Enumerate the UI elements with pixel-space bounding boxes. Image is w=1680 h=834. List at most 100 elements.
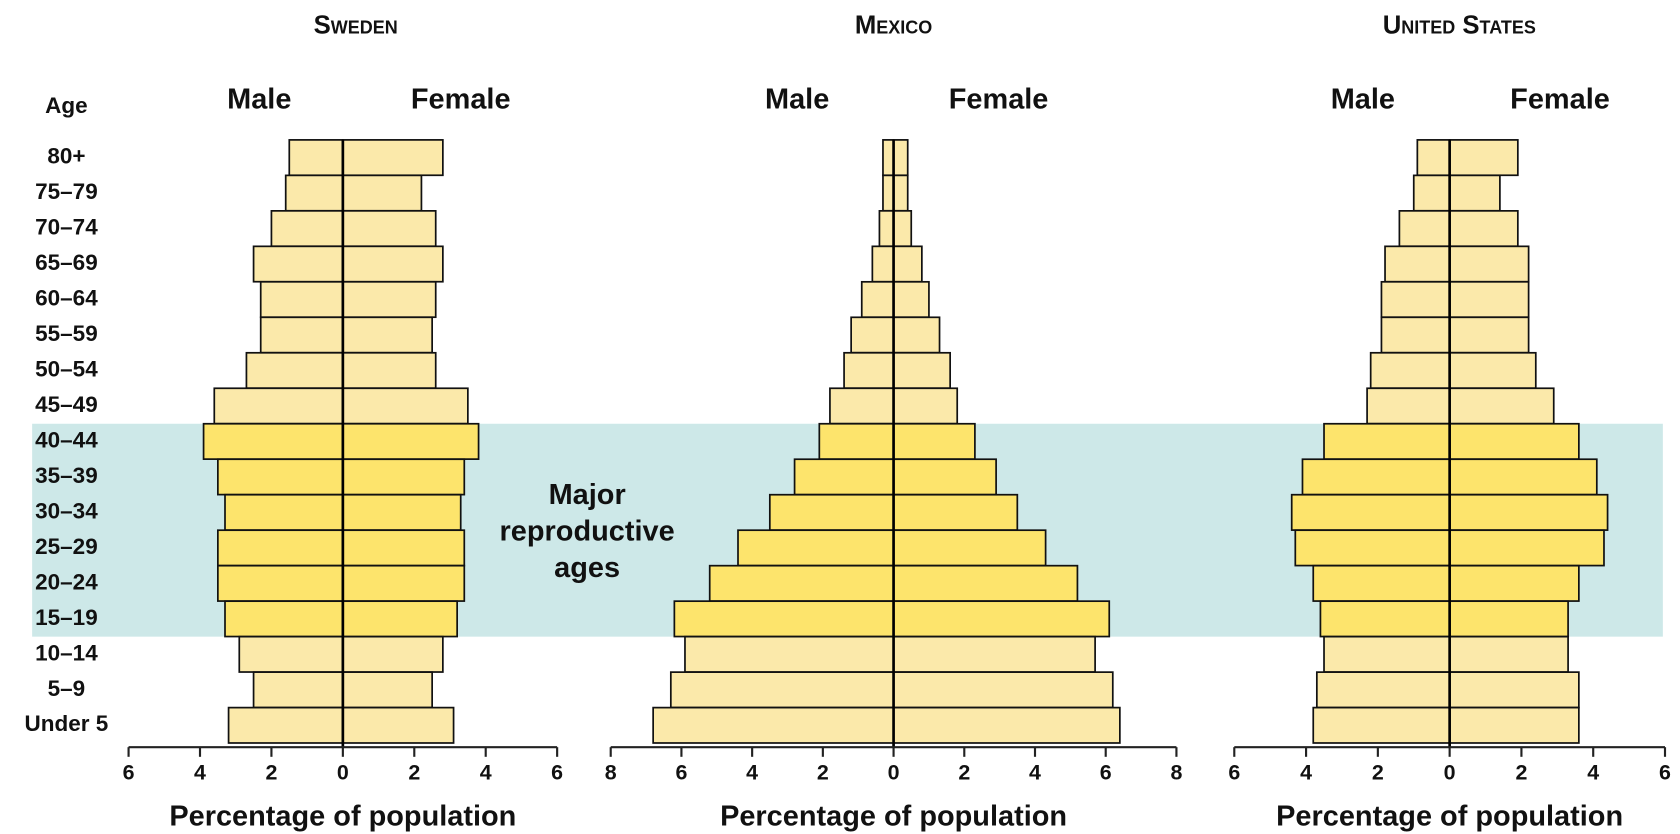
bar — [882, 174, 895, 212]
bar — [1380, 316, 1451, 354]
bar — [684, 635, 895, 673]
x-tick-label: 4 — [746, 761, 758, 785]
bar — [342, 422, 480, 460]
bar — [1448, 139, 1519, 177]
bar — [252, 671, 344, 709]
bar — [1448, 706, 1580, 744]
bar — [882, 139, 895, 177]
bar — [1369, 351, 1451, 390]
bar — [1315, 671, 1451, 709]
bar — [818, 422, 895, 460]
bar — [892, 210, 913, 248]
bar — [652, 706, 895, 744]
bar — [1448, 422, 1580, 460]
bar — [216, 529, 344, 567]
x-tick-label: 4 — [194, 761, 206, 785]
bar — [708, 564, 895, 602]
age-label: 30–34 — [35, 498, 98, 523]
age-label: 60–64 — [35, 285, 98, 310]
bar — [1448, 564, 1580, 602]
x-tick-label: 2 — [817, 761, 829, 785]
annotation: Major — [549, 479, 626, 511]
bar — [892, 458, 997, 496]
bar — [669, 671, 895, 709]
bar — [892, 245, 923, 283]
bar — [892, 174, 909, 212]
chart-title: Mexico — [855, 12, 932, 40]
age-label: 70–74 — [35, 214, 98, 239]
bar — [270, 210, 344, 248]
age-label: 45–49 — [35, 392, 98, 417]
bar — [342, 351, 437, 390]
bar — [1448, 458, 1598, 496]
bar — [202, 422, 344, 460]
legend-label: Male — [765, 83, 829, 115]
legend-label: Male — [227, 83, 291, 115]
bar — [227, 706, 344, 744]
bar — [1398, 210, 1451, 248]
bar — [860, 280, 895, 319]
bar — [1384, 245, 1451, 283]
bar — [288, 139, 344, 177]
bar — [892, 139, 909, 177]
bar — [892, 422, 976, 460]
bar — [843, 351, 895, 390]
bar — [259, 316, 344, 354]
bar — [1448, 493, 1609, 531]
age-label: 25–29 — [35, 534, 98, 559]
x-tick-label: 2 — [265, 761, 277, 785]
x-tick-label: 0 — [337, 761, 349, 785]
bar — [768, 493, 895, 531]
y-axis-label: Age — [45, 93, 88, 118]
bar — [216, 564, 344, 602]
bar — [892, 280, 930, 319]
bar — [1294, 529, 1451, 567]
bar — [1448, 635, 1569, 673]
bar — [1448, 671, 1580, 709]
bar — [342, 210, 437, 248]
annotation: reproductive — [500, 515, 675, 547]
bar — [1312, 706, 1451, 744]
x-tick-label: 6 — [675, 761, 687, 785]
bar — [892, 316, 941, 354]
bar — [878, 210, 895, 248]
x-tick-label: 0 — [888, 761, 900, 785]
bar — [737, 529, 895, 567]
bar — [342, 529, 466, 567]
bar — [1448, 316, 1530, 354]
x-tick-label: 8 — [1170, 761, 1182, 785]
age-label: Under 5 — [25, 711, 109, 736]
bar — [342, 600, 458, 638]
bar — [829, 387, 895, 425]
x-tick-label: 4 — [1029, 761, 1041, 785]
age-label: 10–14 — [35, 640, 98, 665]
age-label: 50–54 — [35, 356, 98, 381]
x-tick-label: 6 — [551, 761, 563, 785]
bar — [892, 635, 1096, 673]
bar — [342, 316, 434, 354]
x-tick-label: 2 — [1372, 761, 1384, 785]
bar — [238, 635, 344, 673]
bar — [342, 139, 444, 177]
x-tick-label: 4 — [1587, 761, 1599, 785]
bar — [1380, 280, 1451, 319]
bar — [224, 493, 344, 531]
x-axis-label: Percentage of population — [169, 801, 516, 833]
legend-label: Female — [411, 83, 511, 115]
x-tick-label: 6 — [1228, 761, 1240, 785]
bar — [224, 600, 344, 638]
bar — [1290, 493, 1451, 531]
bar — [892, 387, 959, 425]
age-label: 15–19 — [35, 605, 98, 630]
bar — [342, 387, 469, 425]
x-tick-label: 6 — [123, 761, 135, 785]
bar — [1448, 387, 1555, 425]
bar — [342, 706, 455, 744]
bar — [673, 600, 895, 638]
age-label: 75–79 — [35, 179, 98, 204]
bar — [871, 245, 895, 283]
bar — [213, 387, 344, 425]
bar — [342, 245, 444, 283]
